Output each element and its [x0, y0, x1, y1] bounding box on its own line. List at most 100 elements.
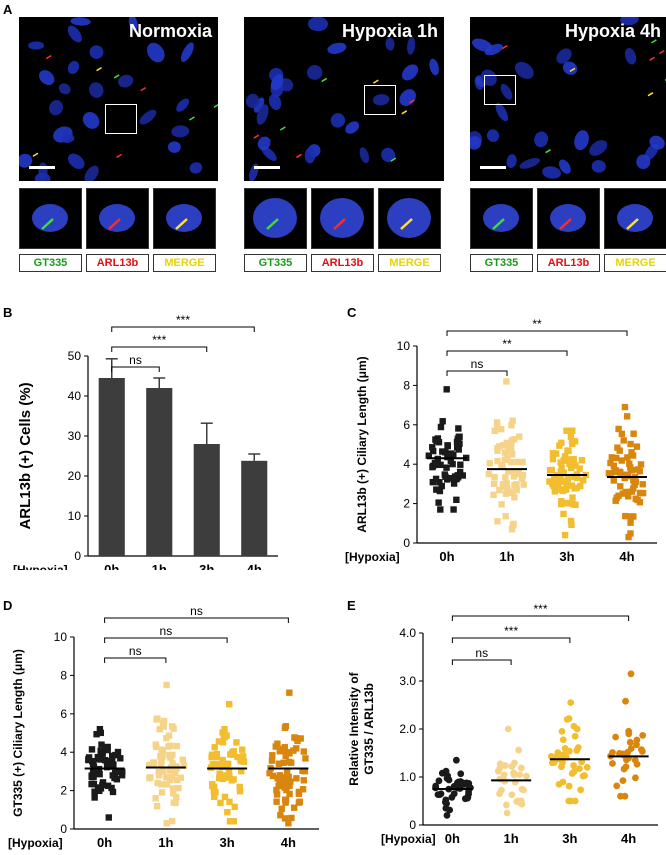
significance-bracket	[446, 330, 628, 336]
significance-bracket	[111, 326, 255, 332]
data-point	[572, 462, 579, 469]
panel-letter-b: B	[3, 305, 13, 320]
data-point	[502, 801, 510, 809]
data-point	[498, 501, 505, 508]
data-point	[450, 506, 457, 513]
data-point	[508, 791, 516, 799]
nuclei-field-hypoxia-1h	[245, 17, 439, 181]
zoom-thumbnail	[604, 188, 666, 249]
nucleus	[67, 153, 85, 170]
data-point	[612, 733, 619, 741]
data-point	[273, 786, 280, 794]
data-point	[230, 818, 238, 825]
data-point	[280, 759, 287, 766]
data-point	[99, 779, 107, 786]
data-point	[518, 785, 526, 793]
scale-bar	[29, 166, 55, 169]
nucleus	[253, 198, 297, 238]
data-point	[633, 741, 640, 749]
data-point	[215, 738, 223, 745]
nucleus	[306, 65, 323, 80]
y-tick-label: 0	[409, 818, 416, 832]
data-point	[290, 804, 298, 811]
cilium-mark	[658, 50, 665, 55]
zoom-thumbnail-image	[617, 204, 653, 232]
significance-label: ns	[129, 644, 142, 658]
data-point	[170, 799, 178, 806]
data-point	[503, 809, 511, 817]
data-point	[510, 520, 517, 528]
significance-bracket	[111, 346, 208, 352]
nucleus	[146, 42, 165, 63]
nucleus	[82, 112, 100, 129]
data-point	[295, 788, 303, 796]
nucleus	[67, 25, 82, 43]
y-tick-label: 2	[403, 497, 410, 511]
data-point	[437, 461, 444, 469]
zoom-thumbnail-image	[387, 198, 431, 238]
nucleus	[176, 98, 190, 112]
data-point	[456, 471, 464, 479]
significance-label: ns	[160, 624, 173, 638]
data-point	[567, 458, 574, 465]
data-point	[502, 474, 509, 481]
nucleus	[558, 159, 571, 174]
data-point	[558, 439, 565, 447]
y-tick-label: 6	[403, 418, 410, 432]
data-point	[519, 458, 526, 466]
x-tick-label: 0h	[439, 549, 454, 564]
nucleus	[534, 131, 549, 148]
data-point	[520, 481, 527, 488]
data-point	[568, 521, 575, 529]
cilium-mark	[545, 149, 551, 154]
cilium-mark	[175, 218, 188, 230]
cilium-mark	[333, 218, 346, 230]
data-point	[447, 450, 455, 457]
data-point	[637, 461, 645, 468]
cilium-mark	[408, 99, 415, 104]
data-point	[437, 423, 445, 431]
data-point	[297, 735, 304, 742]
data-point	[511, 494, 518, 501]
data-point	[639, 732, 647, 739]
cilium-mark	[372, 79, 379, 84]
data-point	[103, 763, 111, 771]
data-point	[578, 457, 586, 464]
roi-box	[105, 104, 137, 134]
nucleus	[32, 204, 68, 232]
chart-b: 0 10 20 30 40 50 ARL13b (+) Cells (%) [Hypoxia]…	[13, 313, 278, 570]
significance-bracket	[451, 659, 512, 665]
data-point	[437, 506, 444, 513]
channel-label: GT335	[244, 254, 307, 272]
x-tick-label: 1h	[152, 562, 167, 570]
data-point	[494, 518, 501, 525]
y-tick-label: 2	[60, 784, 67, 798]
data-point	[504, 442, 511, 449]
cilium-mark	[96, 67, 102, 72]
data-point	[626, 460, 633, 467]
scale-bar	[254, 166, 280, 169]
nucleus	[484, 43, 503, 56]
data-point	[180, 762, 188, 769]
data-point	[627, 440, 634, 448]
cilium-mark	[401, 110, 408, 115]
data-point	[494, 457, 501, 465]
data-point	[546, 467, 554, 474]
data-point	[286, 782, 293, 790]
data-point	[448, 474, 455, 482]
micrograph-normoxia: Normoxia	[19, 17, 218, 181]
data-point	[88, 757, 96, 765]
data-point	[616, 468, 624, 476]
data-point	[613, 782, 621, 790]
data-point	[213, 750, 221, 758]
scale-bar	[480, 166, 506, 169]
nucleus	[167, 141, 181, 153]
data-point	[558, 498, 565, 505]
data-point	[573, 484, 580, 492]
cilium-mark	[321, 77, 328, 83]
data-point	[146, 761, 153, 769]
data-point	[455, 446, 462, 453]
nuclei-field-hypoxia-4h	[470, 17, 666, 179]
data-point	[624, 748, 632, 756]
zoom-thumbnail	[470, 188, 533, 249]
